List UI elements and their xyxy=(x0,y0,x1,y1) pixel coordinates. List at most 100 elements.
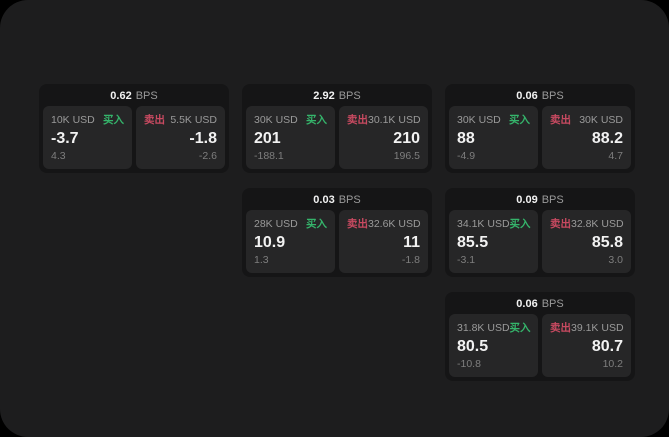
card-header: 0.06 BPS xyxy=(449,86,631,106)
bps-value: 0.06 xyxy=(516,90,538,102)
buy-quote-tile[interactable]: 30K USD 买入 88 -4.9 xyxy=(449,106,538,169)
buy-side-label: 买入 xyxy=(306,218,327,230)
sell-top-row: 卖出 39.1K USD xyxy=(550,320,624,335)
buy-top-row: 10K USD 买入 xyxy=(51,112,124,127)
sell-change: 196.5 xyxy=(393,150,420,162)
buy-quote-tile[interactable]: 10K USD 买入 -3.7 4.3 xyxy=(43,106,132,169)
bps-unit-label: BPS xyxy=(338,90,361,102)
bps-unit-label: BPS xyxy=(541,194,564,206)
sell-change: 3.0 xyxy=(608,254,623,266)
card-header: 0.62 BPS xyxy=(43,86,225,106)
quote-panels: 30K USD 买入 201 -188.1 卖出 30.1K USD 210 1… xyxy=(246,106,428,169)
buy-amount: 28K USD xyxy=(254,218,298,230)
buy-change: -188.1 xyxy=(254,150,284,162)
sell-amount: 39.1K USD xyxy=(571,322,624,334)
buy-side-label: 买入 xyxy=(103,114,124,126)
sell-side-label: 卖出 xyxy=(550,218,571,230)
buy-amount: 30K USD xyxy=(457,114,501,126)
buy-amount: 34.1K USD xyxy=(457,218,510,230)
buy-price: 88 xyxy=(457,129,475,147)
buy-change: -3.1 xyxy=(457,254,476,266)
buy-change: 4.3 xyxy=(51,150,66,162)
sell-quote-tile[interactable]: 卖出 32.6K USD 11 -1.8 xyxy=(339,210,428,273)
bps-quote-card: 0.06 BPS 31.8K USD 买入 80.5 -10.8 卖出 39.1K… xyxy=(445,292,635,381)
bps-quote-card: 2.92 BPS 30K USD 买入 201 -188.1 卖出 30.1K U… xyxy=(242,84,432,173)
sell-change: -1.8 xyxy=(401,254,420,266)
bps-value: 0.62 xyxy=(110,90,132,102)
sell-amount: 5.5K USD xyxy=(170,114,217,126)
sell-price: 210 xyxy=(393,129,420,147)
card-header: 0.06 BPS xyxy=(449,294,631,314)
card-header: 2.92 BPS xyxy=(246,86,428,106)
sell-price: 11 xyxy=(403,233,420,251)
sell-price: -1.8 xyxy=(189,129,217,147)
quote-panels: 28K USD 买入 10.9 1.3 卖出 32.6K USD 11 -1.8 xyxy=(246,210,428,273)
buy-price: 201 xyxy=(254,129,281,147)
buy-change: -4.9 xyxy=(457,150,476,162)
bps-quote-card: 0.06 BPS 30K USD 买入 88 -4.9 卖出 30K USD 88… xyxy=(445,84,635,173)
sell-change: -2.6 xyxy=(198,150,217,162)
buy-quote-tile[interactable]: 28K USD 买入 10.9 1.3 xyxy=(246,210,335,273)
sell-quote-tile[interactable]: 卖出 39.1K USD 80.7 10.2 xyxy=(542,314,631,377)
buy-side-label: 买入 xyxy=(509,218,531,230)
buy-price: -3.7 xyxy=(51,129,79,147)
card-header: 0.03 BPS xyxy=(246,190,428,210)
sell-price: 80.7 xyxy=(591,337,623,355)
sell-top-row: 卖出 30.1K USD xyxy=(347,112,421,127)
bps-value: 0.09 xyxy=(516,194,538,206)
buy-quote-tile[interactable]: 31.8K USD 买入 80.5 -10.8 xyxy=(449,314,538,377)
sell-price: 88.2 xyxy=(591,129,623,147)
buy-price: 85.5 xyxy=(457,233,489,251)
buy-price: 10.9 xyxy=(254,233,286,251)
sell-side-label: 卖出 xyxy=(550,322,571,334)
quote-panels: 31.8K USD 买入 80.5 -10.8 卖出 39.1K USD 80.… xyxy=(449,314,631,377)
bps-quote-card: 0.09 BPS 34.1K USD 买入 85.5 -3.1 卖出 32.8K … xyxy=(445,188,635,277)
cards-grid: 0.62 BPS 10K USD 买入 -3.7 4.3 卖出 5.5K USD … xyxy=(39,84,635,381)
bps-unit-label: BPS xyxy=(541,90,564,102)
quote-panels: 34.1K USD 买入 85.5 -3.1 卖出 32.8K USD 85.8… xyxy=(449,210,631,273)
sell-quote-tile[interactable]: 卖出 30K USD 88.2 4.7 xyxy=(542,106,631,169)
sell-top-row: 卖出 30K USD xyxy=(550,112,623,127)
sell-amount: 32.8K USD xyxy=(571,218,624,230)
sell-quote-tile[interactable]: 卖出 32.8K USD 85.8 3.0 xyxy=(542,210,631,273)
buy-side-label: 买入 xyxy=(509,114,530,126)
bps-unit-label: BPS xyxy=(338,194,361,206)
buy-change: -10.8 xyxy=(457,358,481,370)
sell-side-label: 卖出 xyxy=(347,114,368,126)
buy-side-label: 买入 xyxy=(306,114,327,126)
sell-amount: 32.6K USD xyxy=(368,218,421,230)
sell-top-row: 卖出 32.6K USD xyxy=(347,216,421,231)
sell-change: 10.2 xyxy=(602,358,623,370)
buy-quote-tile[interactable]: 34.1K USD 买入 85.5 -3.1 xyxy=(449,210,538,273)
sell-price: 85.8 xyxy=(591,233,623,251)
buy-top-row: 34.1K USD 买入 xyxy=(457,216,531,231)
sell-change: 4.7 xyxy=(608,150,623,162)
buy-amount: 10K USD xyxy=(51,114,95,126)
buy-side-label: 买入 xyxy=(509,322,531,334)
sell-amount: 30.1K USD xyxy=(368,114,421,126)
bps-quote-card: 0.03 BPS 28K USD 买入 10.9 1.3 卖出 32.6K USD… xyxy=(242,188,432,277)
sell-quote-tile[interactable]: 卖出 30.1K USD 210 196.5 xyxy=(339,106,428,169)
sell-top-row: 卖出 32.8K USD xyxy=(550,216,624,231)
sell-side-label: 卖出 xyxy=(347,218,368,230)
card-header: 0.09 BPS xyxy=(449,190,631,210)
buy-top-row: 30K USD 买入 xyxy=(457,112,530,127)
bps-value: 0.06 xyxy=(516,298,538,310)
sell-quote-tile[interactable]: 卖出 5.5K USD -1.8 -2.6 xyxy=(136,106,225,169)
buy-quote-tile[interactable]: 30K USD 买入 201 -188.1 xyxy=(246,106,335,169)
sell-side-label: 卖出 xyxy=(144,114,165,126)
quote-panels: 30K USD 买入 88 -4.9 卖出 30K USD 88.2 4.7 xyxy=(449,106,631,169)
sell-top-row: 卖出 5.5K USD xyxy=(144,112,217,127)
buy-price: 80.5 xyxy=(457,337,489,355)
bps-unit-label: BPS xyxy=(135,90,158,102)
bps-unit-label: BPS xyxy=(541,298,564,310)
buy-amount: 30K USD xyxy=(254,114,298,126)
buy-top-row: 28K USD 买入 xyxy=(254,216,327,231)
quote-panels: 10K USD 买入 -3.7 4.3 卖出 5.5K USD -1.8 -2.… xyxy=(43,106,225,169)
buy-amount: 31.8K USD xyxy=(457,322,510,334)
bps-quote-card: 0.62 BPS 10K USD 买入 -3.7 4.3 卖出 5.5K USD … xyxy=(39,84,229,173)
sell-amount: 30K USD xyxy=(579,114,623,126)
sell-side-label: 卖出 xyxy=(550,114,571,126)
buy-top-row: 31.8K USD 买入 xyxy=(457,320,531,335)
